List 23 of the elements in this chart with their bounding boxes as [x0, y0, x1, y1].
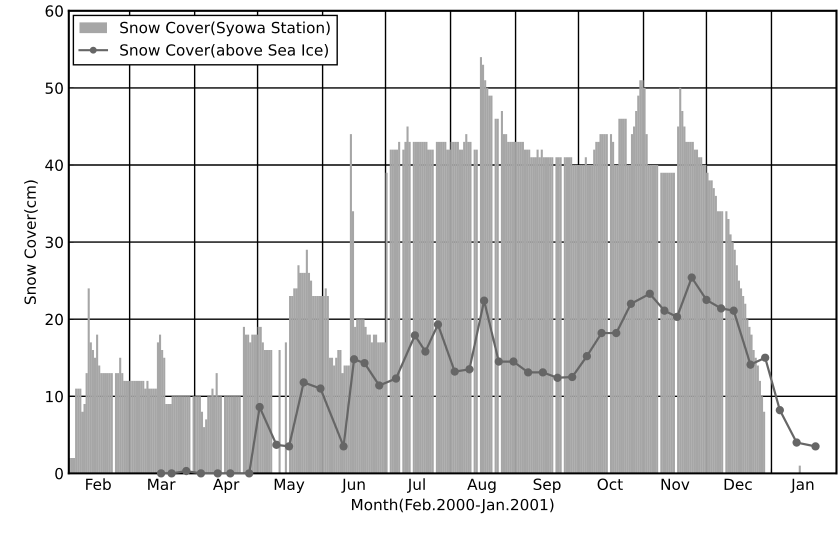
x-tick-label: Dec: [724, 478, 752, 490]
x-tick-label: Nov: [662, 478, 690, 490]
x-tick-label: May: [274, 478, 304, 494]
x-axis-title: Month(Feb.2000-Jan.2001): [352, 498, 554, 514]
x-tick-label: Apr: [213, 478, 240, 494]
y-tick-label: 40: [45, 159, 63, 172]
x-tick-label: Aug: [467, 478, 496, 494]
x-tick-label: Jul: [406, 478, 425, 493]
x-tick-label: Jun: [341, 478, 365, 493]
x-tick-label: Oct: [598, 478, 623, 490]
y-tick-label: 0: [55, 468, 63, 480]
x-tick-label: Sep: [534, 478, 561, 494]
y-axis-title: Snow Cover(cm): [24, 180, 38, 304]
x-tick-label: Feb: [86, 478, 111, 490]
x-tick-label: Jan: [790, 478, 814, 493]
x-tick-label: Mar: [148, 478, 176, 490]
y-tick-label: 10: [46, 390, 63, 402]
y-tick-label: 30: [46, 236, 63, 248]
legend-label: Snow Cover(above Sea Ice): [120, 44, 328, 58]
legend-label: Snow Cover(Syowa Station): [120, 22, 330, 36]
y-tick-label: 60: [46, 5, 63, 17]
y-tick-label: 50: [46, 82, 63, 94]
y-tick-label: 20: [46, 314, 63, 326]
